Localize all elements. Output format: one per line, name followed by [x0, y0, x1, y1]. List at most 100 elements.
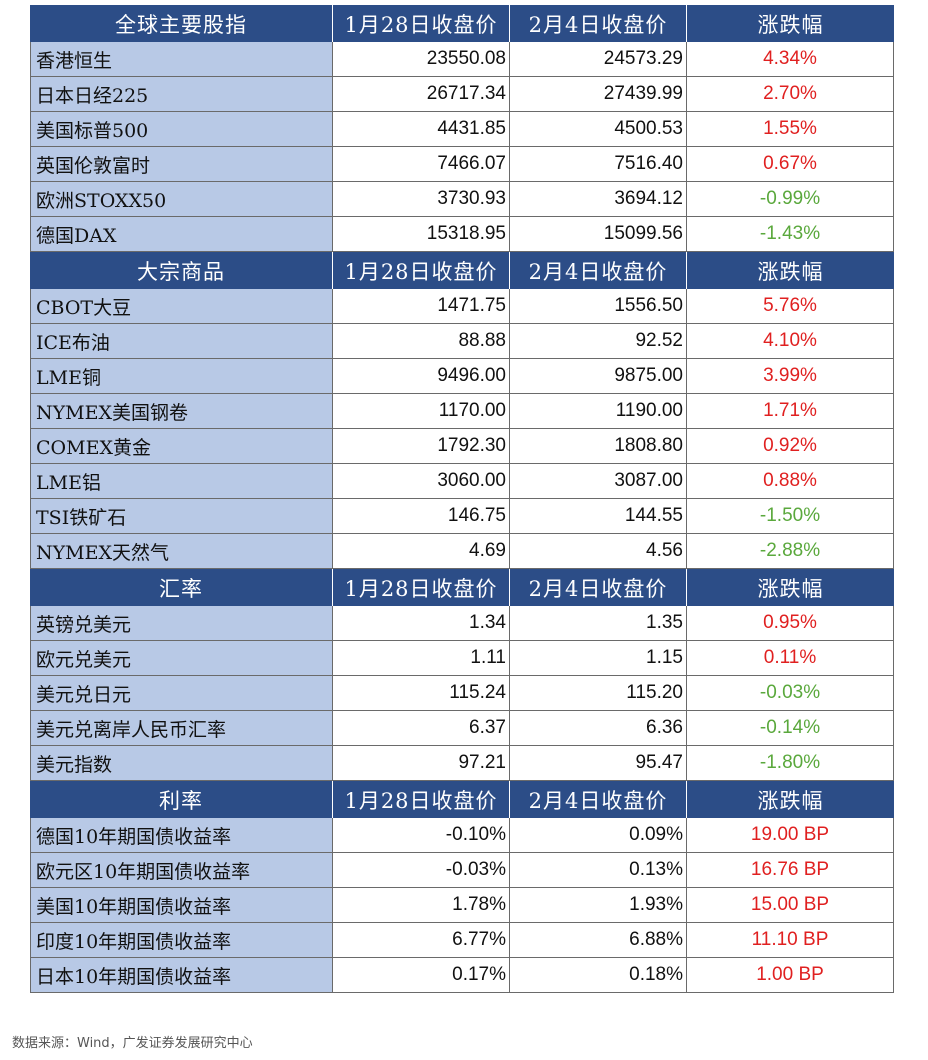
row-name: 美国10年期国债收益率 — [30, 888, 333, 923]
curr-close-value: 3694.12 — [510, 182, 687, 217]
section-header: 全球主要股指 1月28日收盘价 2月4日收盘价 涨跌幅 — [30, 5, 894, 42]
table-row: ICE布油 88.88 92.52 4.10% — [30, 324, 894, 359]
column-header-change: 涨跌幅 — [757, 788, 824, 813]
section-header: 汇率 1月28日收盘价 2月4日收盘价 涨跌幅 — [30, 569, 894, 606]
table-row: 欧元区10年期国债收益率 -0.03% 0.13% 16.76 BP — [30, 853, 894, 888]
curr-close-value: 24573.29 — [510, 42, 687, 77]
table-row: COMEX黄金 1792.30 1808.80 0.92% — [30, 429, 894, 464]
prev-close-value: 97.21 — [333, 746, 510, 781]
change-value: 15.00 BP — [687, 888, 894, 923]
curr-close-value: 3087.00 — [510, 464, 687, 499]
prev-close-value: 115.24 — [333, 676, 510, 711]
curr-close-value: 144.55 — [510, 499, 687, 534]
prev-close-value: 1.34 — [333, 606, 510, 641]
row-name: 日本10年期国债收益率 — [30, 958, 333, 993]
table-row: 欧洲STOXX50 3730.93 3694.12 -0.99% — [30, 182, 894, 217]
change-value: 1.71% — [687, 394, 894, 429]
curr-close-value: 6.36 — [510, 711, 687, 746]
table-row: 欧元兑美元 1.11 1.15 0.11% — [30, 641, 894, 676]
row-name: ICE布油 — [30, 324, 333, 359]
column-header-change: 涨跌幅 — [757, 12, 824, 37]
table-row: CBOT大豆 1471.75 1556.50 5.76% — [30, 289, 894, 324]
row-name: 英国伦敦富时 — [30, 147, 333, 182]
change-value: 19.00 BP — [687, 818, 894, 853]
section-title: 利率 — [30, 781, 333, 818]
curr-close-value: 1.15 — [510, 641, 687, 676]
prev-close-value: 6.37 — [333, 711, 510, 746]
row-name: 欧洲STOXX50 — [30, 182, 333, 217]
row-name: TSI铁矿石 — [30, 499, 333, 534]
change-value: -0.03% — [687, 676, 894, 711]
curr-close-value: 115.20 — [510, 676, 687, 711]
change-value: 0.92% — [687, 429, 894, 464]
table-row: 德国10年期国债收益率 -0.10% 0.09% 19.00 BP — [30, 818, 894, 853]
change-value: 3.99% — [687, 359, 894, 394]
table-row: 英镑兑美元 1.34 1.35 0.95% — [30, 606, 894, 641]
row-name: 美国标普500 — [30, 112, 333, 147]
market-data-table: 全球主要股指 1月28日收盘价 2月4日收盘价 涨跌幅 香港恒生 23550.08 2457… — [30, 5, 894, 993]
table-row: 美元兑离岸人民币汇率 6.37 6.36 -0.14% — [30, 711, 894, 746]
change-value: -0.14% — [687, 711, 894, 746]
change-value: -1.80% — [687, 746, 894, 781]
prev-close-value: 6.77% — [333, 923, 510, 958]
prev-close-value: 1471.75 — [333, 289, 510, 324]
change-value: 0.11% — [687, 641, 894, 676]
change-value: -1.50% — [687, 499, 894, 534]
row-name: 欧元区10年期国债收益率 — [30, 853, 333, 888]
column-header-curr-close: 2月4日收盘价 — [510, 5, 687, 42]
change-value: 0.88% — [687, 464, 894, 499]
prev-close-value: 23550.08 — [333, 42, 510, 77]
curr-close-value: 1556.50 — [510, 289, 687, 324]
prev-close-value: 26717.34 — [333, 77, 510, 112]
curr-close-value: 27439.99 — [510, 77, 687, 112]
curr-close-value: 92.52 — [510, 324, 687, 359]
row-name: CBOT大豆 — [30, 289, 333, 324]
row-name: 德国DAX — [30, 217, 333, 252]
change-value: 4.34% — [687, 42, 894, 77]
prev-close-value: 88.88 — [333, 324, 510, 359]
curr-close-value: 0.18% — [510, 958, 687, 993]
column-header-prev-close: 1月28日收盘价 — [333, 252, 510, 289]
prev-close-value: 146.75 — [333, 499, 510, 534]
row-name: 美元兑日元 — [30, 676, 333, 711]
column-header-prev-close: 1月28日收盘价 — [333, 5, 510, 42]
row-name: 英镑兑美元 — [30, 606, 333, 641]
change-value: 2.70% — [687, 77, 894, 112]
curr-close-value: 7516.40 — [510, 147, 687, 182]
change-value: -2.88% — [687, 534, 894, 569]
column-header-prev-close: 1月28日收盘价 — [333, 569, 510, 606]
row-name: 香港恒生 — [30, 42, 333, 77]
curr-close-value: 1.35 — [510, 606, 687, 641]
column-header-change: 涨跌幅 — [757, 259, 824, 284]
change-value: -0.99% — [687, 182, 894, 217]
curr-close-value: 9875.00 — [510, 359, 687, 394]
row-name: 德国10年期国债收益率 — [30, 818, 333, 853]
prev-close-value: -0.03% — [333, 853, 510, 888]
row-name: COMEX黄金 — [30, 429, 333, 464]
change-value: 16.76 BP — [687, 853, 894, 888]
row-name: 美元兑离岸人民币汇率 — [30, 711, 333, 746]
curr-close-value: 4.56 — [510, 534, 687, 569]
table-row: 印度10年期国债收益率 6.77% 6.88% 11.10 BP — [30, 923, 894, 958]
source-note: 数据来源：Wind，广发证券发展研究中心 — [12, 1036, 253, 1051]
row-name: 印度10年期国债收益率 — [30, 923, 333, 958]
row-name: LME铝 — [30, 464, 333, 499]
section-header: 利率 1月28日收盘价 2月4日收盘价 涨跌幅 — [30, 781, 894, 818]
table-row: 英国伦敦富时 7466.07 7516.40 0.67% — [30, 147, 894, 182]
table-row: NYMEX美国钢卷 1170.00 1190.00 1.71% — [30, 394, 894, 429]
table-row: LME铜 9496.00 9875.00 3.99% — [30, 359, 894, 394]
curr-close-value: 1.93% — [510, 888, 687, 923]
column-header-curr-close: 2月4日收盘价 — [510, 569, 687, 606]
column-header-curr-close: 2月4日收盘价 — [510, 781, 687, 818]
table-row: NYMEX天然气 4.69 4.56 -2.88% — [30, 534, 894, 569]
prev-close-value: 0.17% — [333, 958, 510, 993]
section-title: 大宗商品 — [30, 252, 333, 289]
section-header: 大宗商品 1月28日收盘价 2月4日收盘价 涨跌幅 — [30, 252, 894, 289]
row-name: LME铜 — [30, 359, 333, 394]
column-header-prev-close: 1月28日收盘价 — [333, 781, 510, 818]
prev-close-value: 4.69 — [333, 534, 510, 569]
change-value: 11.10 BP — [687, 923, 894, 958]
change-value: 1.55% — [687, 112, 894, 147]
table-row: 美元指数 97.21 95.47 -1.80% — [30, 746, 894, 781]
column-header-curr-close: 2月4日收盘价 — [510, 252, 687, 289]
